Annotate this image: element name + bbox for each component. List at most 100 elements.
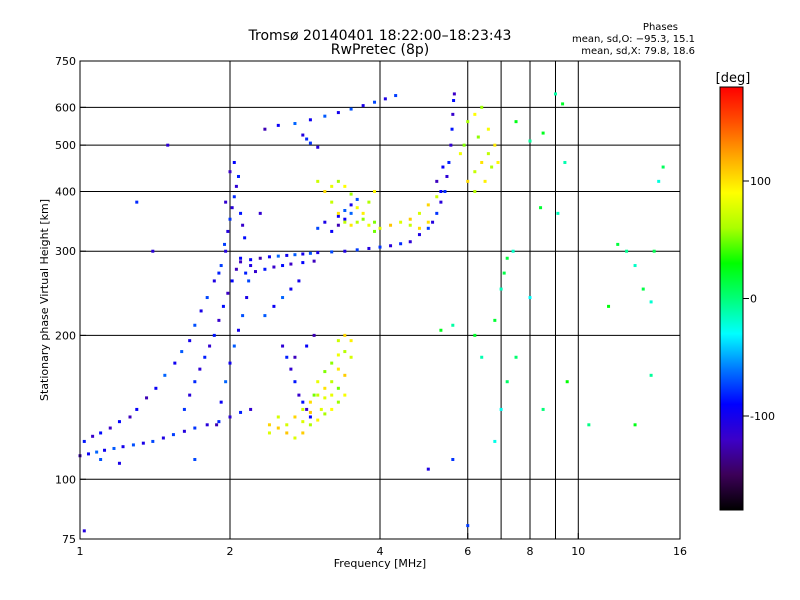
colorbar-gradient [719,86,744,511]
data-point [305,137,309,141]
data-point [633,264,637,268]
y-axis-label: Stationary phase Virtual Height [km] [38,199,51,401]
data-point [316,226,320,230]
data-point [323,370,327,374]
data-point [511,249,515,253]
data-point [330,393,334,397]
data-point [336,339,340,343]
data-point [293,380,297,384]
data-point [458,152,462,156]
data-point [330,229,334,233]
data-point [228,170,232,174]
data-point [435,195,439,199]
data-point [399,242,403,246]
data-point [343,350,347,354]
data-point [378,226,382,230]
data-point [486,127,490,131]
data-point [408,240,412,244]
data-point [355,197,359,201]
data-point [253,270,257,274]
data-point [230,279,234,283]
data-point [319,407,323,411]
data-point [336,367,340,371]
data-point [173,361,177,365]
data-point [408,223,412,227]
data-point [451,457,455,461]
data-point [141,441,145,445]
data-point [476,135,480,139]
y-tick-label: 500 [55,139,76,152]
x-tick-label: 6 [464,545,471,558]
data-point [473,189,477,193]
data-point [245,296,249,300]
data-point [244,271,248,275]
data-point [308,400,312,404]
data-point [145,396,149,400]
data-point [312,393,316,397]
data-point [361,217,365,221]
data-point [205,296,209,300]
data-point [154,386,158,390]
data-point [135,200,139,204]
data-point [514,120,518,124]
data-point [131,443,135,447]
data-point [289,262,293,266]
data-point [289,367,293,371]
data-point [343,220,347,224]
data-point [263,314,267,318]
data-point [616,242,620,246]
data-point [343,373,347,377]
data-point [285,423,289,427]
data-point [343,184,347,188]
data-point [249,264,253,268]
data-point [215,423,219,427]
data-point [203,355,207,359]
y-axis-ticks: 75 100 200 300 400 500 600 750 [55,55,86,546]
data-point [226,229,230,233]
data-point [373,189,377,193]
data-point [443,189,447,193]
data-point [657,179,661,183]
data-point [323,114,327,118]
data-point [528,296,532,300]
data-point [293,355,297,359]
data-point [301,407,305,411]
data-point [188,339,192,343]
data-point [232,160,236,164]
data-point [399,220,403,224]
data-point [349,203,353,207]
data-point [232,344,236,348]
data-point [541,407,545,411]
x-axis-ticks: 1 2 4 6 8 10 16 [77,533,687,558]
data-point [297,279,301,283]
data-point [426,467,430,471]
data-point [217,271,221,275]
data-point [276,123,280,127]
data-point [355,220,359,224]
data-point [652,249,656,253]
data-point [336,211,340,215]
data-point [117,420,121,424]
data-point [171,433,175,437]
data-point [349,355,353,359]
data-point [267,423,271,427]
data-point [232,195,236,199]
data-point [234,267,238,271]
data-point [435,211,439,215]
data-point [336,111,340,115]
data-point [112,446,116,450]
x-tick-label: 4 [377,545,384,558]
data-point [426,220,430,224]
data-point [389,223,393,227]
data-point [234,184,238,188]
data-point [408,217,412,221]
data-point [224,380,228,384]
data-point [219,264,223,268]
data-point [247,279,251,283]
data-point [556,211,560,215]
x-axis-label: Frequency [MHz] [334,557,426,570]
data-point [336,223,340,227]
data-point [480,160,484,164]
data-point [431,220,435,224]
data-point [267,431,271,435]
